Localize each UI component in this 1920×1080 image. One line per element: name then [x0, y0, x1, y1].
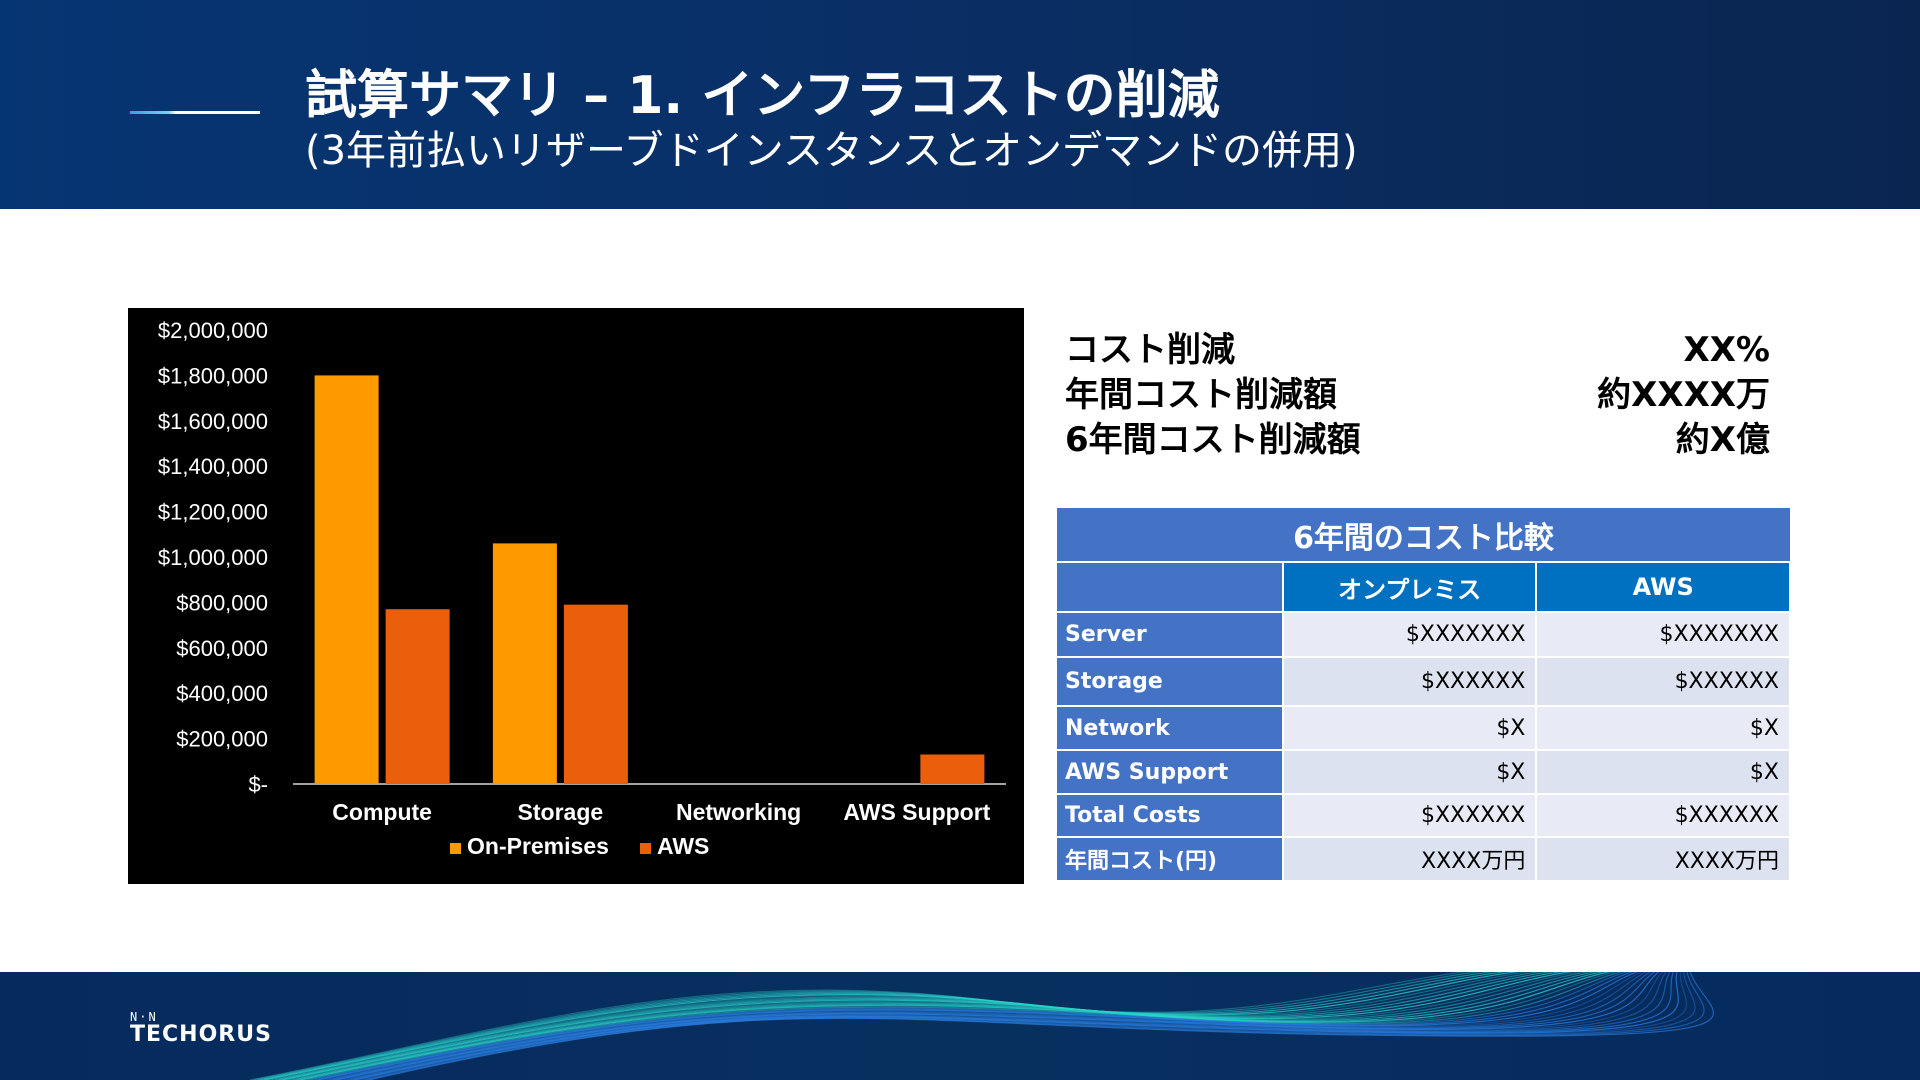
summary-value: 約X億 [1675, 420, 1770, 460]
y-tick-label: $1,000,000 [158, 545, 268, 570]
table-row: AWS Support $X $X [1057, 749, 1791, 794]
chart-svg: $- $200,000 $400,000 $600,000 $800,000 $1,000… [158, 318, 1006, 859]
legend-label: On-Premises [467, 833, 609, 859]
onprem-value: $XXXXXXX [1282, 611, 1538, 657]
table-header-empty [1057, 561, 1284, 612]
onprem-value: $X [1282, 705, 1538, 750]
legend-swatch [450, 843, 461, 854]
summary-value: XX% [1683, 330, 1771, 370]
y-tick-label: $2,000,000 [158, 318, 268, 343]
onprem-value: $XXXXXX [1282, 793, 1538, 837]
y-tick-label: $- [248, 772, 268, 797]
company-logo-text: TECHORUS [130, 1022, 272, 1047]
aws-value: $XXXXXX [1536, 656, 1791, 706]
summary-row-annual-reduction: 年間コスト削減額 約XXXX万 [1065, 373, 1770, 418]
y-tick-label: $1,600,000 [158, 409, 268, 434]
y-tick-label: $400,000 [176, 681, 268, 706]
slide-header [0, 0, 1920, 209]
x-tick-label: AWS Support [843, 799, 990, 825]
column-header-aws: AWS [1536, 561, 1791, 612]
table-header-row: オンプレミス AWS [1057, 561, 1791, 612]
y-tick-label: $1,400,000 [158, 454, 268, 479]
y-tick-label: $1,800,000 [158, 363, 268, 388]
footer-wave-line [318, 972, 1639, 1080]
slide-footer [0, 972, 1920, 1080]
row-label: 年間コスト(円) [1057, 836, 1284, 880]
bar-aws-aws-support [920, 754, 985, 784]
aws-value: $X [1536, 705, 1791, 750]
footer-wave-line [357, 972, 1687, 1080]
summary-value: 約XXXX万 [1597, 375, 1770, 415]
footer-wave-line [282, 972, 1573, 1080]
onprem-value: $X [1282, 749, 1538, 794]
row-label: AWS Support [1057, 749, 1284, 794]
footer-wave-line [285, 972, 1582, 1080]
onprem-value: XXXX万円 [1282, 836, 1538, 880]
footer-wave-line [354, 972, 1679, 1080]
summary-label: コスト削減 [1065, 330, 1235, 370]
footer-wave-line [368, 972, 1714, 1080]
bar-aws-compute [385, 609, 450, 784]
onprem-value: $XXXXXX [1282, 656, 1538, 706]
footer-wave-line [321, 972, 1643, 1080]
aws-value: $XXXXXXX [1536, 611, 1791, 657]
table-caption-row: 6年間のコスト比較 [1057, 508, 1790, 562]
footer-wave-line [339, 972, 1664, 1080]
bar-on-premises-storage [492, 543, 557, 784]
slide-subtitle: (3年前払いリザーブドインスタンスとオンデマンドの併用) [305, 128, 1358, 174]
bar-aws-storage [563, 604, 628, 784]
footer-wave-line [264, 972, 1520, 1080]
footer-wave-line [303, 972, 1618, 1080]
aws-value: XXXX万円 [1536, 836, 1791, 880]
footer-wave-graphic [249, 972, 1714, 1080]
footer-wave-line [336, 972, 1660, 1080]
row-label: Storage [1057, 656, 1284, 706]
cost-summary: コスト削減 XX% 年間コスト削減額 約XXXX万 6年間コスト削減額 約X億 [1065, 328, 1770, 463]
table-row: 年間コスト(円) XXXX万円 XXXX万円 [1057, 836, 1791, 880]
footer-wave-line [314, 972, 1634, 1080]
summary-label: 6年間コスト削減額 [1065, 420, 1361, 460]
row-label: Total Costs [1057, 793, 1284, 837]
y-tick-label: $800,000 [176, 590, 268, 615]
summary-label: 年間コスト削減額 [1065, 375, 1337, 415]
header-accent-line [130, 111, 260, 114]
y-tick-label: $1,200,000 [158, 500, 268, 525]
legend-swatch [640, 843, 651, 854]
cost-bar-chart: $- $200,000 $400,000 $600,000 $800,000 $1,000… [128, 308, 1024, 884]
aws-value: $XXXXXX [1536, 793, 1791, 837]
footer-wave-line [300, 972, 1612, 1080]
aws-value: $X [1536, 749, 1791, 794]
row-label: Server [1057, 611, 1284, 657]
x-tick-label: Storage [518, 799, 604, 825]
y-tick-label: $200,000 [176, 727, 268, 752]
table-row: Server $XXXXXXX $XXXXXXX [1057, 611, 1791, 657]
row-label: Network [1057, 705, 1284, 750]
column-header-onprem: オンプレミス [1282, 561, 1538, 612]
company-logo-icon: N·N [130, 1010, 158, 1024]
table-caption: 6年間のコスト比較 [1057, 508, 1790, 562]
table-row: Total Costs $XXXXXX $XXXXXX [1057, 793, 1791, 837]
footer-wave-line [296, 972, 1605, 1080]
y-tick-label: $600,000 [176, 636, 268, 661]
summary-row-6year-reduction: 6年間コスト削減額 約X億 [1065, 418, 1770, 463]
x-tick-label: Networking [676, 799, 801, 825]
legend-label: AWS [657, 833, 709, 859]
bar-on-premises-compute [314, 375, 379, 784]
table-row: Network $X $X [1057, 705, 1791, 750]
table-row: Storage $XXXXXX $XXXXXX [1057, 656, 1791, 706]
summary-row-cost-reduction: コスト削減 XX% [1065, 328, 1770, 373]
cost-comparison-table: 6年間のコスト比較 オンプレミス AWS Server $XXXXXXX $XX… [1057, 508, 1791, 880]
footer-wave-line [311, 972, 1629, 1080]
x-tick-label: Compute [332, 799, 432, 825]
footer-wave-line [307, 972, 1624, 1080]
slide-title: 試算サマリ – 1. インフラコストの削減 [305, 66, 1220, 126]
